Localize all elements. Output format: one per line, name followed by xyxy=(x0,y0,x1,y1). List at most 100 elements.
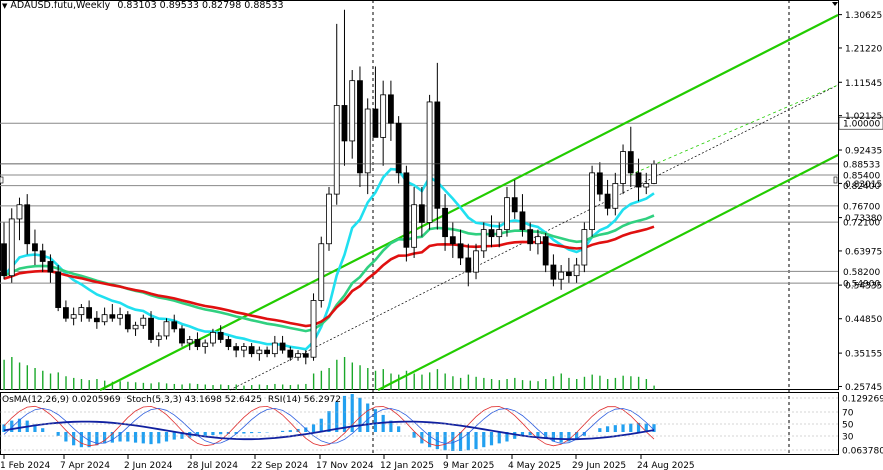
date-axis-label: 29 Jun 2025 xyxy=(572,461,626,470)
osma-bar xyxy=(652,424,656,432)
candle-body xyxy=(93,317,100,323)
candle-body xyxy=(148,317,154,340)
volume-bar xyxy=(189,383,191,390)
osma-bar xyxy=(559,432,563,443)
volume-bar xyxy=(305,383,307,390)
osma-bar xyxy=(234,432,238,434)
volume-bar xyxy=(119,381,121,390)
price-tick-label: 0.44850 xyxy=(845,315,882,325)
volume-bar xyxy=(3,359,5,390)
candle-body xyxy=(302,353,309,358)
volume-bar xyxy=(150,383,152,390)
osma-bar xyxy=(72,432,76,446)
candle-body xyxy=(442,207,448,238)
candle-body xyxy=(527,229,534,245)
level-label-box xyxy=(839,277,883,290)
volume-bar xyxy=(560,373,562,390)
osma-bar xyxy=(102,432,107,444)
volume-bar xyxy=(568,377,570,390)
volume-bar xyxy=(452,376,454,390)
osma-bar xyxy=(10,420,14,432)
osma-bar xyxy=(342,395,347,432)
candle-body xyxy=(256,349,263,355)
date-axis-label: 28 Jul 2024 xyxy=(187,461,238,470)
osma-bar xyxy=(304,427,308,432)
osma-bar xyxy=(474,432,478,450)
volume-bar xyxy=(653,385,655,390)
osma-bar xyxy=(528,432,532,436)
osma-bar xyxy=(110,432,114,443)
candle-body xyxy=(426,101,433,223)
osma-bar xyxy=(242,432,246,434)
osma-bar xyxy=(420,432,424,444)
indicator-tick-label: 70 xyxy=(842,409,854,419)
volume-bar xyxy=(428,372,431,390)
scroll-marker-icon xyxy=(832,2,838,6)
osma-bar xyxy=(366,403,370,432)
level-label: 1.00000 xyxy=(843,120,880,130)
volume-bar xyxy=(606,379,609,390)
volume-bar xyxy=(220,384,222,390)
candle-body xyxy=(264,349,270,355)
price-tick-label: 0.73380 xyxy=(845,214,882,224)
candle-body xyxy=(47,261,54,273)
price-tick-label: 0.25745 xyxy=(845,383,882,393)
candle-body xyxy=(171,321,178,330)
volume-bar xyxy=(158,382,160,390)
chart-menu-icon[interactable]: ▼ xyxy=(2,2,8,10)
candle-body xyxy=(535,236,541,245)
volume-bar xyxy=(483,377,485,390)
indicator-pane-border xyxy=(0,392,839,455)
volume-bar xyxy=(545,379,547,390)
volume-bar xyxy=(251,385,253,390)
candle-body xyxy=(434,101,441,209)
volume-bar xyxy=(405,370,408,390)
candle-body xyxy=(333,105,340,195)
candle-body xyxy=(643,183,650,188)
candle-body xyxy=(318,243,325,301)
osma-bar xyxy=(458,432,463,451)
candle-body xyxy=(349,80,356,142)
candle-body xyxy=(194,339,201,347)
volume-bar xyxy=(11,357,13,390)
osma-bar xyxy=(427,432,432,448)
level-label-box xyxy=(839,199,883,212)
osma-bar xyxy=(79,432,83,448)
osma-bar xyxy=(544,432,548,439)
candle-body xyxy=(550,264,557,280)
volume-bar xyxy=(637,376,640,390)
candle-body xyxy=(496,229,503,238)
candle-body xyxy=(24,204,31,245)
candle-body xyxy=(155,335,162,340)
price-tick-label: 0.35155 xyxy=(845,350,882,360)
left-shift-marker xyxy=(0,176,4,184)
candle-body xyxy=(573,264,580,277)
volume-bar xyxy=(467,374,470,390)
volume-bar xyxy=(266,385,268,390)
candle-body xyxy=(326,193,332,245)
osma-bar xyxy=(482,432,486,448)
symbol-label: ADAUSD.futu,Weekly xyxy=(10,0,111,11)
volume-bar xyxy=(212,385,214,390)
volume-bar xyxy=(398,374,400,390)
volume-bar xyxy=(57,372,59,390)
level-label: 0.85400 xyxy=(843,171,880,181)
osma-bar xyxy=(133,432,138,443)
candle-body xyxy=(287,349,294,358)
volume-bar xyxy=(351,362,354,390)
osma-bar xyxy=(319,418,323,432)
volume-bar xyxy=(134,382,137,390)
candle-body xyxy=(39,250,46,262)
osma-bar xyxy=(327,411,331,432)
ohlc-values: 0.83103 0.89533 0.82798 0.88533 xyxy=(117,0,284,11)
level-label-box xyxy=(838,116,883,130)
volume-bar xyxy=(521,380,524,390)
osma-bar xyxy=(157,432,161,444)
osma-bar xyxy=(87,432,91,448)
osma-bar xyxy=(164,432,169,442)
volume-bar xyxy=(204,384,206,390)
osma-bar xyxy=(466,432,470,451)
candle-body xyxy=(581,229,588,266)
volume-bar xyxy=(576,379,578,390)
price-tick-label: 1.21220 xyxy=(845,44,882,54)
